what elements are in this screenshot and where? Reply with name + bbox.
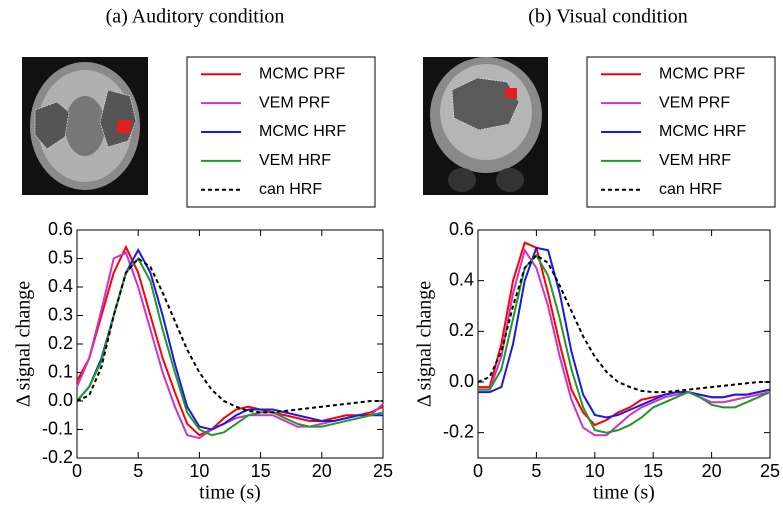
y-tick-label: -0.1 <box>42 418 73 438</box>
data-line <box>478 253 771 434</box>
legend-label: VEM PRF <box>259 94 330 111</box>
x-tick-label: 0 <box>473 461 483 481</box>
data-line <box>76 257 383 414</box>
y-tick-label: 0.4 <box>48 276 73 296</box>
legend-label: MCMC HRF <box>659 123 746 140</box>
legend-label: can HRF <box>259 181 322 198</box>
y-tick-label: 0.5 <box>48 247 73 267</box>
x-tick-label: 0 <box>72 461 82 481</box>
legend-label: VEM HRF <box>259 152 331 169</box>
legend-label: MCMC HRF <box>259 123 346 140</box>
x-tick-label: 10 <box>585 461 605 481</box>
y-tick-label: -0.2 <box>443 421 474 441</box>
legend-label: VEM HRF <box>659 152 731 169</box>
x-tick-label: 15 <box>643 461 663 481</box>
brain-image <box>423 57 548 195</box>
data-line <box>477 254 770 394</box>
x-tick-label: 20 <box>702 461 722 481</box>
y-tick-label: -0.2 <box>42 447 73 467</box>
chart-title: (b) Visual condition <box>528 6 688 28</box>
x-tick-label: 25 <box>373 461 393 481</box>
x-tick-label: 5 <box>133 461 143 481</box>
y-axis-label: Δ signal change <box>414 281 436 407</box>
x-tick-label: 20 <box>312 461 332 481</box>
legend-label: can HRF <box>659 181 722 198</box>
y-tick-label: 0.2 <box>449 320 474 340</box>
legend-label: MCMC PRF <box>259 66 345 83</box>
y-tick-label: 0.6 <box>449 219 474 239</box>
y-tick-label: 0.3 <box>48 304 73 324</box>
y-tick-label: 0.6 <box>48 219 73 239</box>
y-tick-label: 0.0 <box>48 390 73 410</box>
legend-label: VEM PRF <box>659 94 730 111</box>
x-axis-label: time (s) <box>593 482 655 504</box>
data-line <box>478 247 771 437</box>
x-tick-label: 10 <box>189 461 209 481</box>
y-tick-label: 0.2 <box>48 333 73 353</box>
y-axis-label: Δ signal change <box>13 281 35 407</box>
data-line <box>76 256 384 437</box>
x-axis-label: time (s) <box>199 482 261 504</box>
x-tick-label: 15 <box>251 461 271 481</box>
y-tick-label: 0.0 <box>449 371 474 391</box>
legend-label: MCMC PRF <box>659 66 745 83</box>
chart-title: (a) Auditory condition <box>106 6 285 28</box>
data-line <box>478 246 771 419</box>
x-tick-label: 5 <box>531 461 541 481</box>
x-tick-label: 25 <box>760 461 780 481</box>
y-tick-label: 0.4 <box>449 269 474 289</box>
brain-image <box>22 57 148 195</box>
y-tick-label: 0.1 <box>48 361 73 381</box>
data-line <box>76 244 384 437</box>
